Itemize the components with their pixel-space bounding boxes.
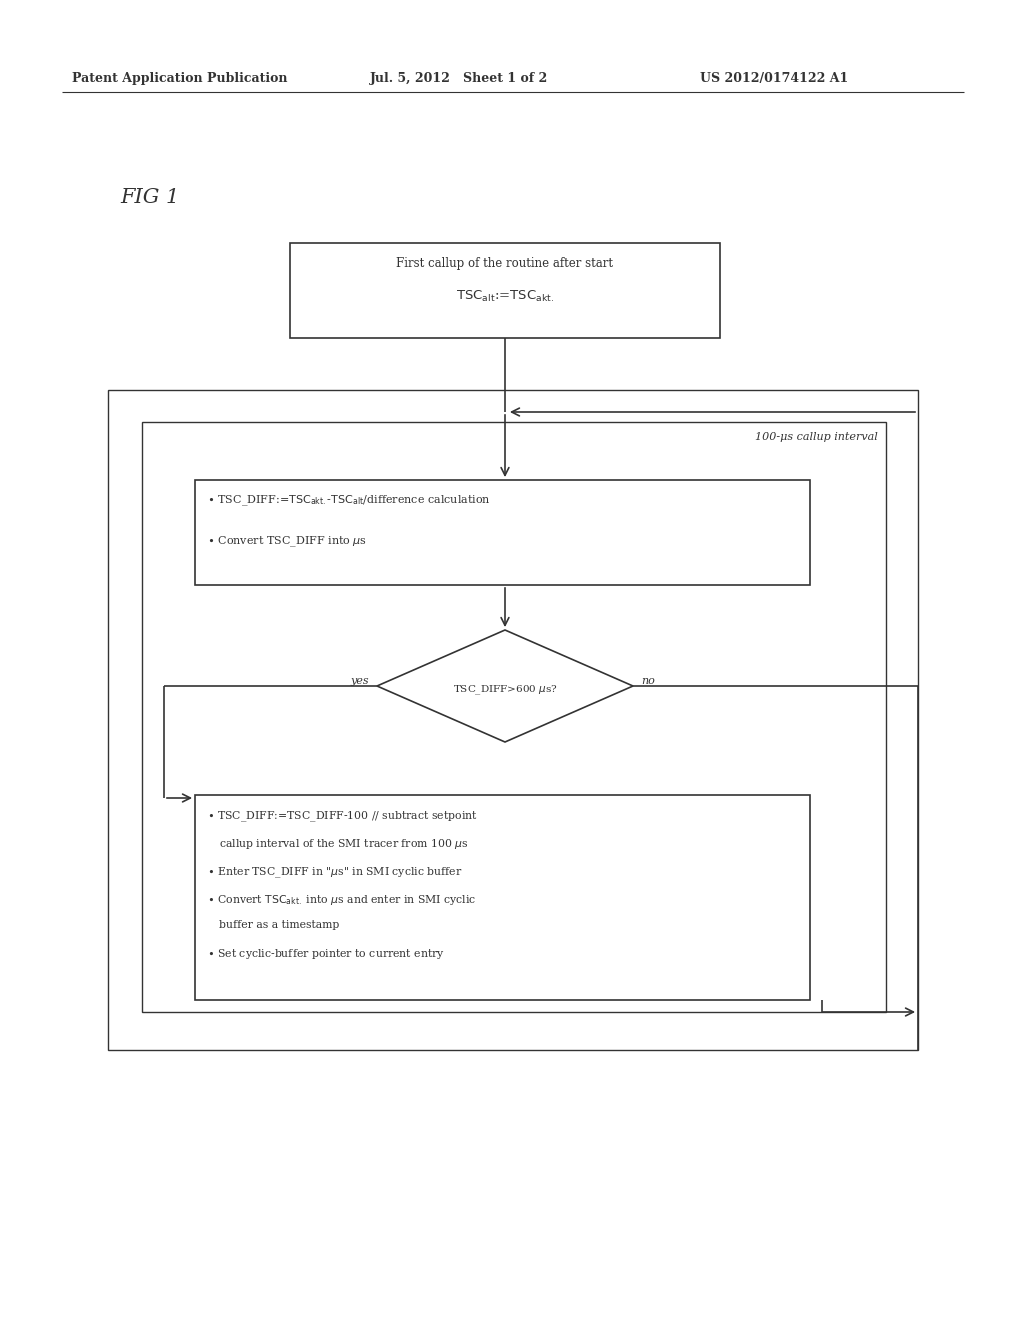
Bar [108,389,918,1049]
Text: no: no [641,676,655,686]
Text: $\bullet$ Convert TSC_DIFF into $\mu$s: $\bullet$ Convert TSC_DIFF into $\mu$s [207,535,368,549]
Text: FIG 1: FIG 1 [120,187,179,207]
Text: TSC_DIFF>600 $\mu$s?: TSC_DIFF>600 $\mu$s? [453,684,557,697]
Text: Patent Application Publication: Patent Application Publication [72,73,288,84]
Text: $\bullet$ Convert $\mathrm{TSC}_{\mathrm{akt.}}$ into $\mu$s and enter in SMI cy: $\bullet$ Convert $\mathrm{TSC}_{\mathrm… [207,894,476,907]
Text: buffer as a timestamp: buffer as a timestamp [219,920,339,929]
Bar [290,243,720,338]
Text: US 2012/0174122 A1: US 2012/0174122 A1 [700,73,848,84]
Text: $\bullet$ TSC_DIFF:=TSC_DIFF-100 // subtract setpoint: $\bullet$ TSC_DIFF:=TSC_DIFF-100 // subt… [207,810,478,825]
Text: Jul. 5, 2012   Sheet 1 of 2: Jul. 5, 2012 Sheet 1 of 2 [370,73,548,84]
Bar [195,480,810,585]
Text: yes: yes [350,676,369,686]
Bar [142,422,886,1012]
Text: $\mathrm{TSC}_{\mathrm{alt}}$:=$\mathrm{TSC}_{\mathrm{akt.}}$: $\mathrm{TSC}_{\mathrm{alt}}$:=$\mathrm{… [456,289,554,304]
Text: $\bullet$ Enter TSC_DIFF in "$\mu$s" in SMI cyclic buffer: $\bullet$ Enter TSC_DIFF in "$\mu$s" in … [207,866,463,880]
Bar [195,795,810,1001]
Polygon shape [377,630,633,742]
Text: $\bullet$ Set cyclic-buffer pointer to current entry: $\bullet$ Set cyclic-buffer pointer to c… [207,948,444,961]
Text: 100-μs callup interval: 100-μs callup interval [756,432,878,442]
Text: First callup of the routine after start: First callup of the routine after start [396,257,613,271]
Text: $\bullet$ TSC_DIFF:=$\mathrm{TSC}_{\mathrm{akt.}}$-$\mathrm{TSC}_{\mathrm{alt}}$: $\bullet$ TSC_DIFF:=$\mathrm{TSC}_{\math… [207,494,490,508]
Text: callup interval of the SMI tracer from 100 $\mu$s: callup interval of the SMI tracer from 1… [219,837,469,851]
